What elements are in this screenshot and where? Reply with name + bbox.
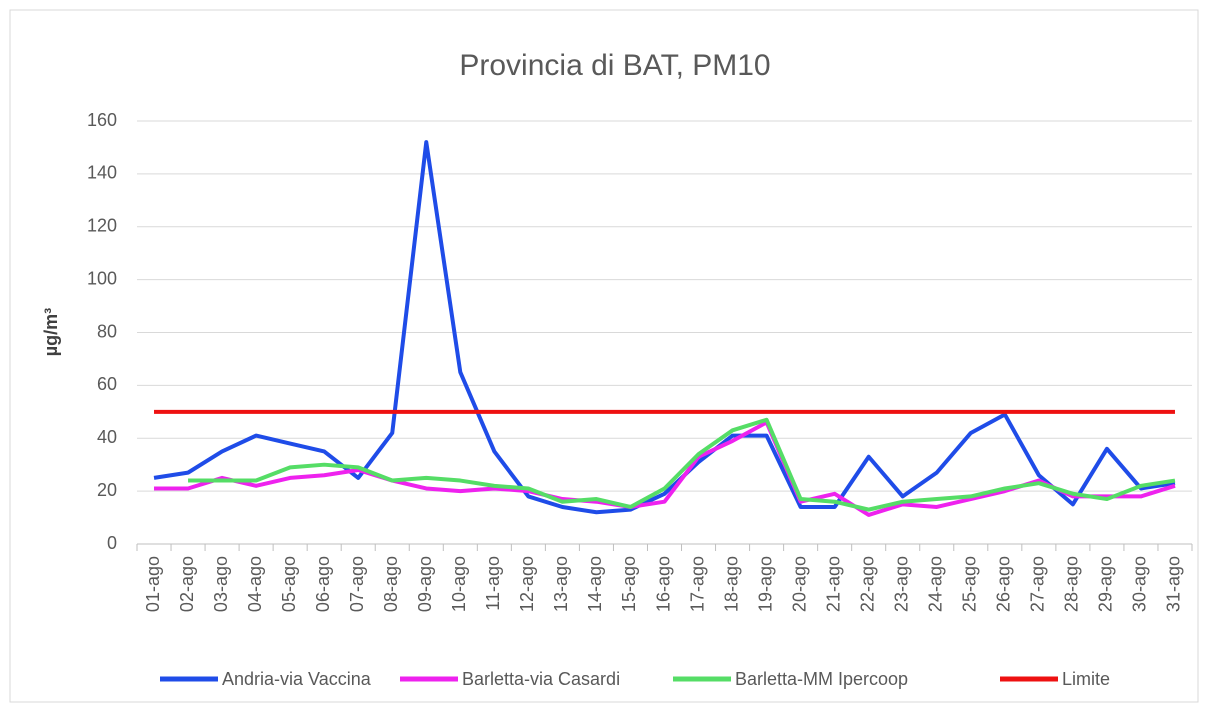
- series-line: [153, 140, 1176, 515]
- x-tick-label: 03-ago: [211, 556, 231, 612]
- x-tick-label: 30-ago: [1130, 556, 1150, 612]
- x-tick-label: 11-ago: [483, 556, 503, 611]
- y-tick-label: 120: [87, 216, 117, 236]
- x-tick-label: 29-ago: [1096, 556, 1116, 612]
- x-tick-label: 08-ago: [381, 556, 401, 612]
- y-tick-label: 100: [87, 268, 117, 288]
- x-tick-label: 04-ago: [245, 556, 265, 612]
- x-tick-label: 06-ago: [313, 556, 333, 612]
- y-tick-label: 80: [97, 321, 117, 341]
- legend-label: Barletta-MM Ipercoop: [735, 669, 908, 689]
- y-tick-label: 40: [97, 427, 117, 447]
- x-tick-label: 07-ago: [347, 556, 367, 612]
- x-tick-label: 31-ago: [1164, 556, 1184, 612]
- x-tick-label: 09-ago: [415, 556, 435, 612]
- legend-label: Andria-via Vaccina: [222, 669, 372, 689]
- x-tick-label: 05-ago: [279, 556, 299, 612]
- x-tick-label: 13-ago: [551, 556, 571, 612]
- x-tick-label: 01-ago: [143, 556, 163, 612]
- x-tick-label: 19-ago: [755, 556, 775, 612]
- y-tick-label: 140: [87, 163, 117, 183]
- x-tick-label: 12-ago: [517, 556, 537, 612]
- legend-label: Barletta-via Casardi: [462, 669, 620, 689]
- x-tick-label: 16-ago: [653, 556, 673, 612]
- chart-title: Provincia di BAT, PM10: [459, 49, 770, 82]
- y-tick-label: 0: [107, 533, 117, 553]
- x-tick-label: 02-ago: [177, 556, 197, 612]
- x-tick-label: 28-ago: [1062, 556, 1082, 612]
- chart-frame: [9, 9, 1199, 703]
- x-tick-label: 25-ago: [960, 556, 980, 612]
- y-tick-label: 60: [97, 374, 117, 394]
- y-axis-label: µg/m³: [41, 308, 61, 356]
- y-tick-label: 160: [87, 110, 117, 130]
- x-tick-label: 15-ago: [619, 556, 639, 612]
- legend-label: Limite: [1062, 669, 1110, 689]
- series-line: [188, 417, 1176, 512]
- x-tick-label: 26-ago: [994, 556, 1014, 612]
- x-tick-label: 24-ago: [926, 556, 946, 612]
- y-tick-label: 20: [97, 480, 117, 500]
- x-tick-label: 27-ago: [1028, 556, 1048, 612]
- x-tick-label: 10-ago: [449, 556, 469, 612]
- series-line: [154, 420, 1176, 517]
- x-tick-label: 23-ago: [891, 556, 911, 612]
- x-tick-label: 14-ago: [585, 556, 605, 612]
- x-tick-label: 21-ago: [823, 556, 843, 612]
- x-tick-label: 20-ago: [789, 556, 809, 612]
- x-tick-label: 17-ago: [687, 556, 707, 612]
- x-tick-label: 22-ago: [857, 556, 877, 612]
- x-tick-label: 18-ago: [721, 556, 741, 612]
